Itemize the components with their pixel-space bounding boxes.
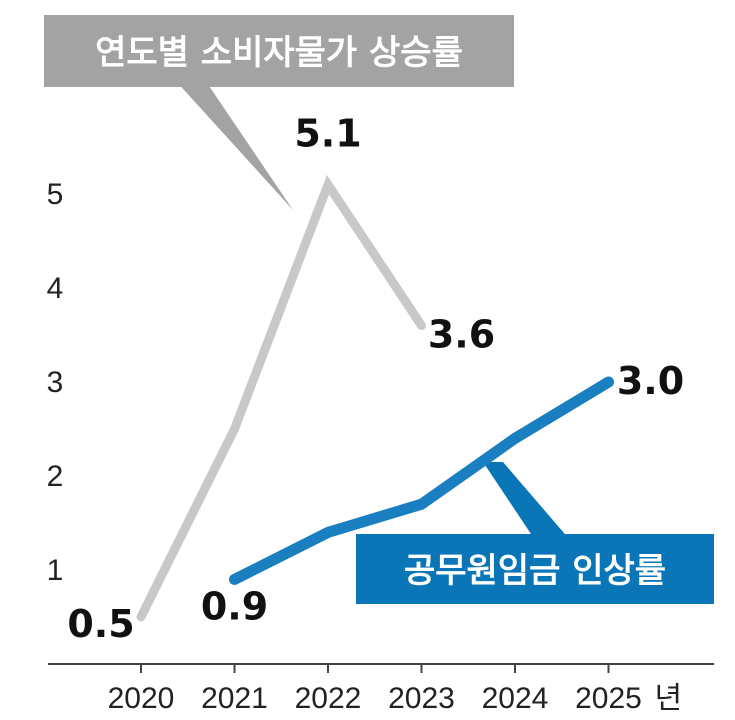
x-axis: 2020 2021 2022 2023 2024 2025 년 (48, 663, 714, 715)
wage-callout-box (356, 534, 714, 604)
cpi-callout-box (44, 15, 514, 87)
wage-line (229, 376, 614, 585)
data-label: 5.1 (294, 112, 361, 156)
y-tick-label: 2 (47, 460, 64, 493)
data-label: 3.0 (617, 359, 684, 403)
x-tick-label: 2020 (108, 682, 175, 715)
cpi-line (136, 174, 426, 622)
x-tick-label: 2021 (201, 682, 268, 715)
y-tick-label: 5 (47, 178, 64, 211)
series-lines (136, 174, 614, 622)
wage-series-name: 공무원임금 인상률 (404, 551, 666, 591)
x-tick-label: 2022 (295, 682, 362, 715)
cpi-callout-pointer (175, 80, 293, 210)
y-tick-label: 3 (47, 366, 64, 399)
y-tick-label: 1 (47, 554, 64, 587)
y-tick-label: 4 (47, 272, 64, 305)
x-tick-label: 2025 (575, 682, 642, 715)
cpi-series-name: 연도별 소비자물가 상승률 (95, 33, 463, 73)
wage-callout-pointer (483, 462, 570, 540)
data-label: 0.5 (67, 602, 134, 646)
x-unit-label: 년 (655, 682, 683, 715)
x-tick-label: 2023 (388, 682, 455, 715)
data-label: 0.9 (201, 584, 268, 628)
data-labels: 0.5 5.1 3.6 0.9 3.0 (67, 112, 684, 646)
x-tick-label: 2024 (482, 682, 549, 715)
data-label: 3.6 (428, 313, 495, 357)
y-axis: 1 2 3 4 5 (47, 178, 64, 587)
